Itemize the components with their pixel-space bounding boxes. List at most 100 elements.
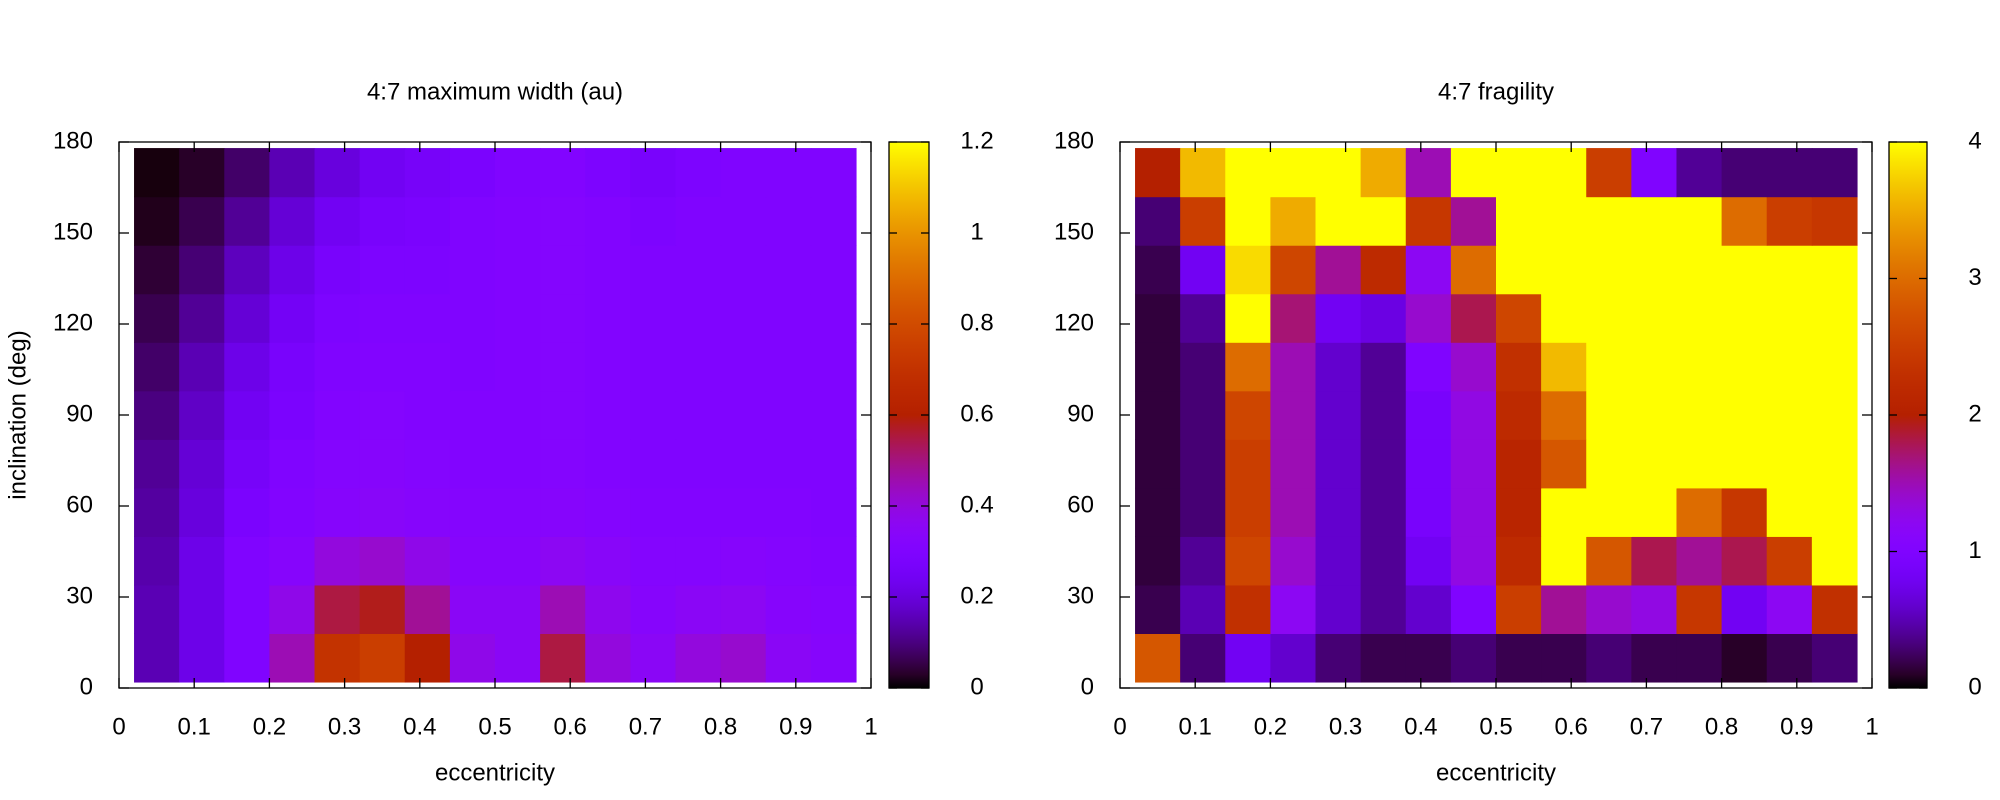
heatmap-cell (1676, 487, 1723, 537)
colorbar-tick-label: 1 (1968, 537, 1981, 564)
heatmap-cell (1180, 293, 1226, 343)
heatmap-cell (1676, 390, 1723, 440)
y-tick-label: 180 (1054, 127, 1094, 154)
x-tick-label: 0.3 (1329, 713, 1362, 740)
heatmap-cell (359, 196, 406, 246)
heatmap-cell (269, 196, 316, 246)
y-tick-label: 30 (66, 582, 93, 609)
heatmap-cell (765, 390, 812, 440)
heatmap-cell (1541, 584, 1587, 634)
heatmap-cell (1631, 536, 1678, 586)
heatmap-cell (585, 245, 631, 295)
heatmap-cell (585, 390, 631, 440)
heatmap-cell (1315, 390, 1362, 440)
heatmap-cell (1676, 293, 1723, 343)
heatmap-cell (1360, 633, 1407, 683)
heatmap-cell (810, 390, 857, 440)
heatmap-cell (720, 148, 767, 198)
heatmap-cell (1270, 487, 1317, 537)
heatmap-cell (585, 536, 631, 586)
heatmap-cell (314, 633, 361, 683)
heatmap-cell (224, 148, 270, 198)
x-tick-label: 0.6 (1555, 713, 1588, 740)
heatmap-cell (1405, 293, 1452, 343)
heatmap-cell (810, 293, 857, 343)
heatmap-cell (449, 293, 496, 343)
heatmap-cell (1360, 342, 1407, 392)
heatmap-cell (1811, 439, 1858, 489)
heatmap-cell (720, 536, 767, 586)
heatmap-cell (630, 584, 677, 634)
colorbar-tick-label: 0.8 (960, 309, 993, 336)
heatmap-cell (1360, 584, 1407, 634)
heatmap-cell (675, 148, 722, 198)
heatmap-cell (1405, 633, 1452, 683)
heatmap-cell (765, 245, 812, 295)
heatmap-cell (810, 196, 857, 246)
heatmap-cell (1450, 536, 1497, 586)
heatmap-cell (224, 487, 270, 537)
heatmap-cell (1631, 196, 1678, 246)
heatmap-cell (1225, 342, 1271, 392)
heatmap-cell (1586, 536, 1632, 586)
heatmap-cell (765, 536, 812, 586)
heatmap-cell (404, 245, 451, 295)
heatmap-cell (269, 439, 316, 489)
heatmap-cell (1180, 148, 1226, 198)
heatmap-cell (224, 633, 270, 683)
heatmap-cell (179, 487, 225, 537)
heatmap-cell (359, 390, 406, 440)
colorbar-tick-label: 1.2 (960, 127, 993, 154)
heatmap-cell (134, 536, 180, 586)
heatmap-cell (1721, 633, 1768, 683)
heatmap-cell (1405, 487, 1452, 537)
heatmap-cell (1315, 584, 1362, 634)
heatmap-cell (1450, 342, 1497, 392)
heatmap-cell (404, 148, 451, 198)
colorbar-tick-label: 0.6 (960, 400, 993, 427)
heatmap-cell (449, 245, 496, 295)
heatmap-cell (1766, 293, 1813, 343)
heatmap-cell (269, 342, 316, 392)
heatmap-cell (1270, 148, 1317, 198)
heatmap-cell (810, 148, 857, 198)
heatmap-cell (495, 390, 541, 440)
y-tick-label: 120 (1054, 309, 1094, 336)
heatmap-cell (1721, 148, 1768, 198)
heatmap-cell (179, 245, 225, 295)
heatmap-cell (1180, 584, 1226, 634)
heatmap-cell (1315, 342, 1362, 392)
heatmap-cell (224, 342, 270, 392)
heatmap-cell (1135, 196, 1181, 246)
heatmap-cell (1270, 342, 1317, 392)
heatmap-cell (314, 148, 361, 198)
heatmap-cell (269, 293, 316, 343)
colorbar-tick-label: 0.2 (960, 582, 993, 609)
heatmap-cell (540, 633, 586, 683)
heatmap-cell (720, 196, 767, 246)
heatmap-cell (810, 245, 857, 295)
y-tick-label: 30 (1067, 582, 1094, 609)
heatmap-cell (1496, 390, 1542, 440)
heatmap-cell (404, 584, 451, 634)
heatmap-cell (495, 487, 541, 537)
heatmap-cell (1360, 536, 1407, 586)
heatmap (1135, 148, 1858, 683)
heatmap-cell (765, 196, 812, 246)
heatmap-cell (1496, 584, 1542, 634)
heatmap-cell (1225, 148, 1271, 198)
heatmap-cell (1811, 536, 1858, 586)
heatmap-cell (359, 487, 406, 537)
heatmap-cell (630, 196, 677, 246)
x-tick-label: 0.8 (1705, 713, 1738, 740)
heatmap-cell (449, 390, 496, 440)
heatmap-cell (540, 487, 586, 537)
heatmap-cell (179, 439, 225, 489)
heatmap-cell (675, 584, 722, 634)
heatmap-cell (1496, 536, 1542, 586)
heatmap-cell (404, 536, 451, 586)
heatmap-cell (765, 584, 812, 634)
heatmap-cell (1721, 390, 1768, 440)
heatmap-cell (269, 633, 316, 683)
